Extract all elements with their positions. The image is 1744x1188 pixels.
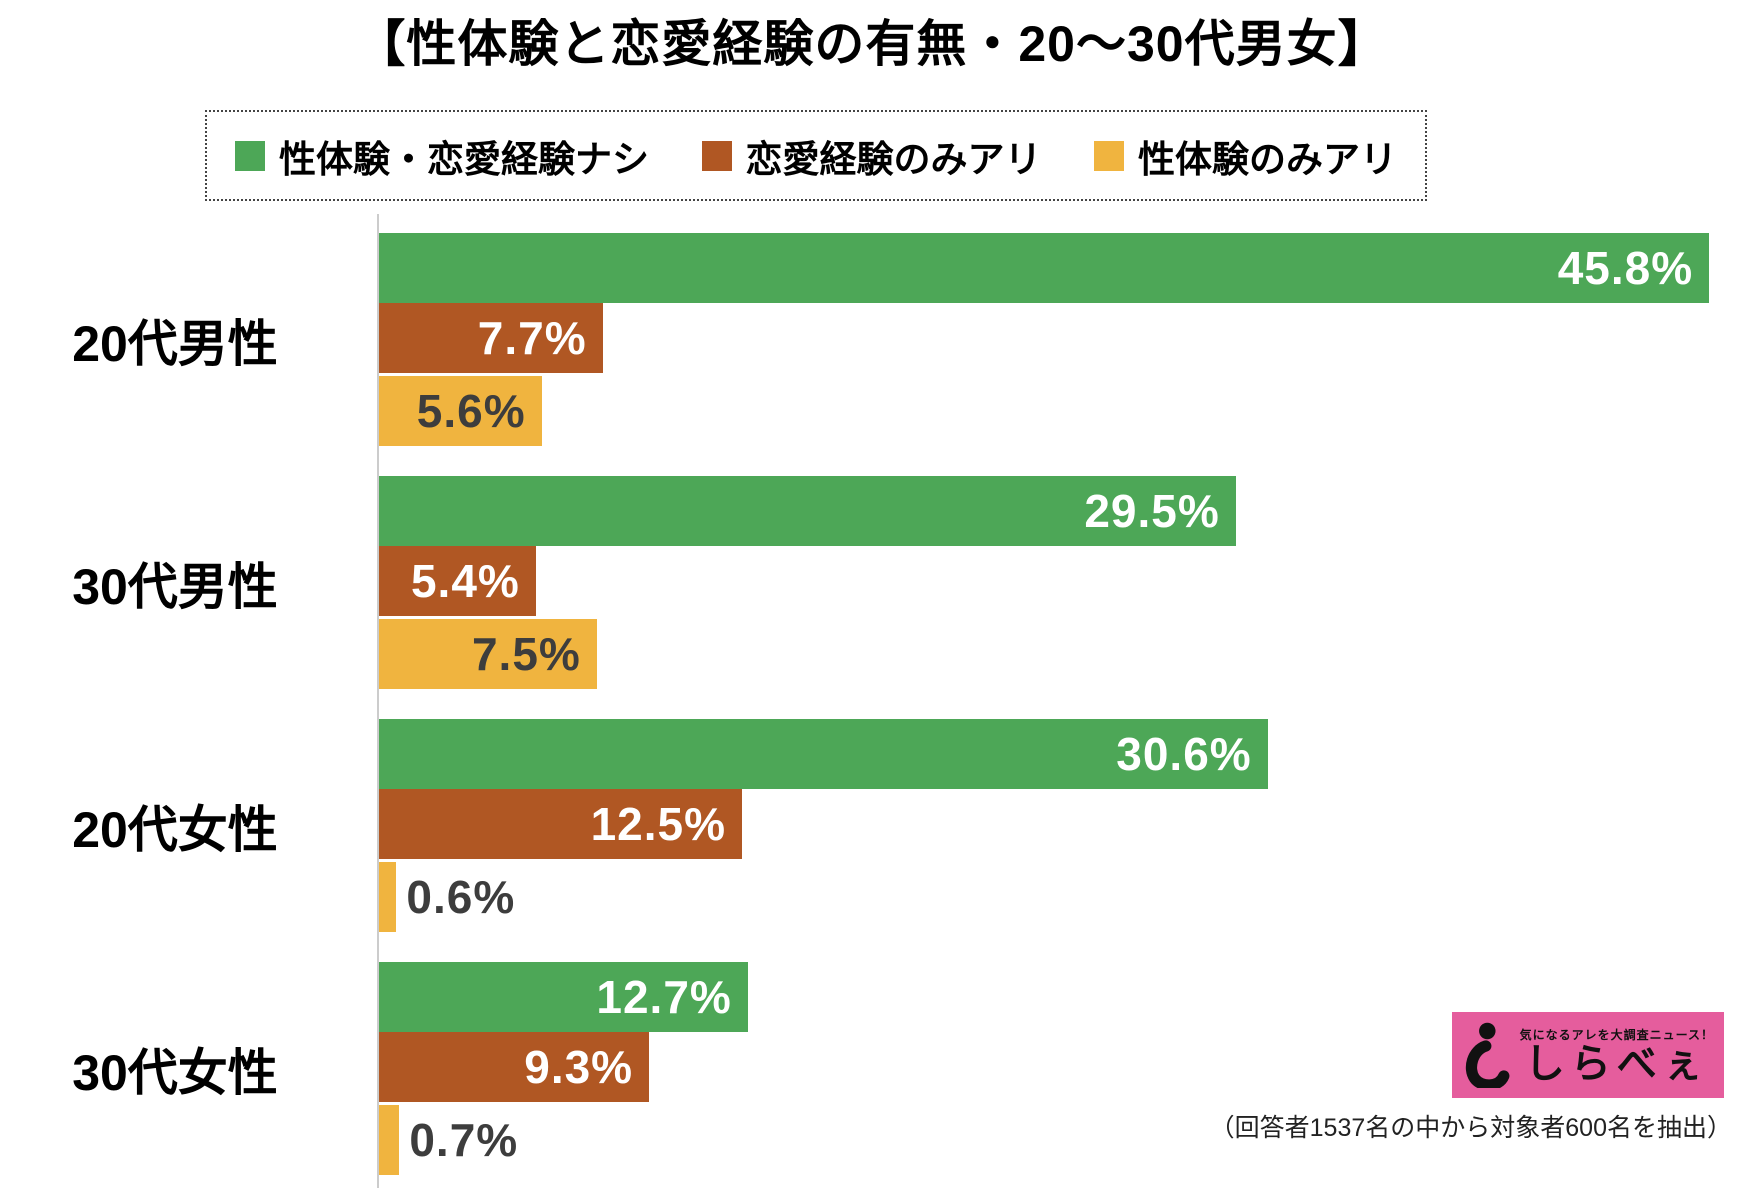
legend-swatch-brown-icon [701,140,732,171]
legend-label: 性体験のみアリ [1138,138,1397,180]
bar-value-label: 5.4% [410,555,520,607]
chart-title: 【性体験と恋愛経験の有無・20〜30代男女】 [355,16,1389,72]
bar-30代男性-性体験・恋愛経験ナシ: 29.5% [379,476,1236,546]
bar-track: 45.8% 7.7% 5.6% [379,233,1744,446]
bar-20代女性-性体験のみアリ: 0.6% [379,862,514,932]
legend-label: 性体験・恋愛経験ナシ [279,138,649,180]
y-axis-line [377,214,379,1188]
bar-30代女性-性体験・恋愛経験ナシ: 12.7% [379,962,748,1032]
bar-value-label: 12.5% [590,798,727,850]
bar-track: 12.7% 9.3% 0.7% [379,962,1744,1175]
bar-20代女性-恋愛経験のみアリ: 12.5% [379,789,743,859]
bar-group-30代女性: 30代女性 12.7% 9.3% 0.7% [0,962,1744,1175]
category-label: 30代男性 [72,558,278,615]
bar-value-label: 0.7% [409,1114,519,1166]
legend: 性体験・恋愛経験ナシ 恋愛経験のみアリ 性体験のみアリ [205,110,1427,201]
bar-30代男性-性体験のみアリ: 7.5% [379,619,597,689]
bar-group-20代女性: 20代女性 30.6% 12.5% 0.6% [0,719,1744,932]
category-label: 20代女性 [72,801,278,858]
bar-value-label: 30.6% [1116,728,1252,780]
bar-value-label: 7.5% [471,628,581,680]
bar-track: 29.5% 5.4% 7.5% [379,476,1744,689]
shirabee-logo: 気になるアレを大調査ニュース！ しらべぇ [1452,1012,1724,1098]
bar-20代男性-性体験・恋愛経験ナシ: 45.8% [379,233,1710,303]
category-label: 20代男性 [72,315,278,372]
bar-value-label: 7.7% [477,312,587,364]
category-label: 30代女性 [72,1044,278,1101]
legend-swatch-yellow-icon [1094,140,1124,171]
bar-30代女性-恋愛経験のみアリ: 9.3% [379,1032,650,1102]
bar-20代男性-性体験のみアリ: 5.6% [379,376,542,446]
legend-item-sex-only: 性体験のみアリ [1094,129,1397,183]
legend-label: 恋愛経験のみアリ [745,138,1042,180]
bar-value-label: 5.6% [416,385,526,437]
bar-30代男性-恋愛経験のみアリ: 5.4% [379,546,536,616]
bar-value-label: 0.6% [406,871,516,923]
bar-20代男性-恋愛経験のみアリ: 7.7% [379,303,603,373]
legend-swatch-green-icon [235,140,265,171]
bar-track: 30.6% 12.5% 0.6% [379,719,1744,932]
logo-tagline: 気になるアレを大調査ニュース！ [1519,1027,1714,1042]
source-caption: （回答者1537名の中から対象者600名を抽出） [1209,1114,1732,1142]
bar-20代女性-性体験・恋愛経験ナシ: 30.6% [379,719,1268,789]
legend-item-love-only: 恋愛経験のみアリ [701,129,1042,183]
bar-value-label: 29.5% [1084,485,1220,537]
legend-item-none: 性体験・恋愛経験ナシ [235,129,649,183]
bar-value-label: 12.7% [596,971,732,1023]
bar-value-label: 45.8% [1557,242,1694,294]
bar-group-30代男性: 30代男性 29.5% 5.4% 7.5% [0,476,1744,689]
shirabee-logo-icon [1465,1022,1510,1088]
bar-group-20代男性: 20代男性 45.8% 7.7% 5.6% [0,233,1744,446]
bar-chart: 20代男性 45.8% 7.7% 5.6% 30代男性 29.5% 5.4% 7.5% 20代女… [0,215,1744,1188]
bar-value-label: 9.3% [524,1041,634,1093]
logo-name: しらべぇ [1524,1041,1709,1086]
bar-30代女性-性体験のみアリ: 0.7% [379,1105,517,1175]
